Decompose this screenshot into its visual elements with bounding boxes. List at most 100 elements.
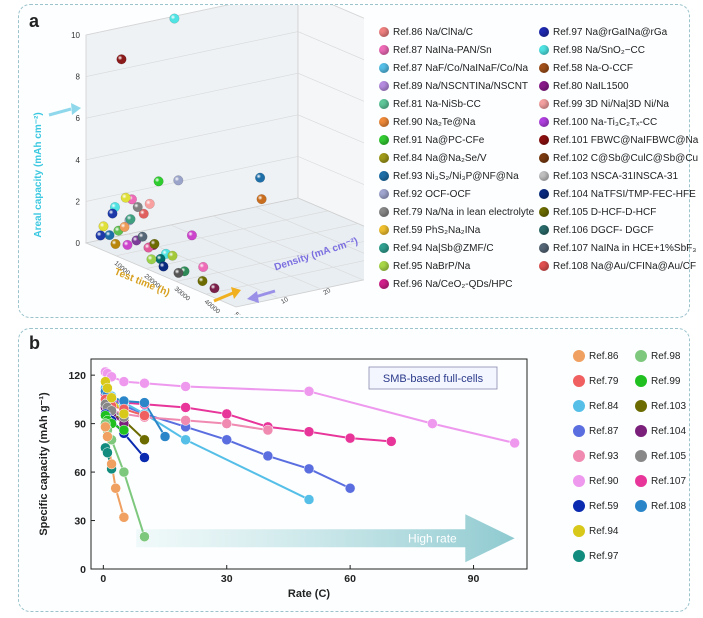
legend-marker-icon	[635, 425, 647, 438]
legend-a-item: Ref.81 Na-NiSb-CC	[379, 97, 481, 113]
y-tick-label: 10	[280, 296, 290, 306]
legend-marker-icon	[539, 117, 549, 128]
legend-a-label: Ref.79 Na/Na in lean electrolyte	[393, 207, 535, 218]
data-point	[139, 410, 150, 421]
data-point	[139, 531, 150, 542]
data-point	[303, 494, 315, 505]
data-point	[180, 381, 191, 392]
data-point	[100, 421, 111, 433]
gridline-z	[85, 114, 364, 161]
data-point	[118, 424, 130, 436]
x-axis-label: Rate (C)	[288, 588, 331, 600]
data-point	[386, 436, 397, 447]
scatter-point	[158, 261, 169, 272]
legend-marker-icon	[573, 400, 585, 413]
legend-marker-icon	[539, 27, 549, 38]
data-point	[118, 376, 130, 387]
legend-b-item: Ref.105	[634, 447, 686, 467]
high-rate-arrow	[136, 514, 515, 563]
legend-b-label: Ref.103	[651, 401, 687, 412]
legend-marker-icon	[573, 350, 585, 363]
legend-a-label: Ref.90 Na₂Te@Na	[393, 117, 476, 128]
legend-b-label: Ref.93	[589, 451, 619, 462]
legend-a-item: Ref.94 Na|Sb@ZMF/C	[379, 241, 494, 257]
z-tick-label: 2	[76, 197, 81, 206]
scatter-point	[104, 230, 115, 241]
legend-b-label: Ref.59	[589, 501, 619, 512]
legend-marker-icon	[379, 81, 389, 92]
legend-a-item: Ref.103 NSCA-31INSCA-31	[539, 169, 678, 185]
data-point	[221, 418, 232, 429]
y-tick-label: 0	[80, 564, 86, 576]
legend-marker-icon	[539, 63, 549, 74]
y-tick-label: 20	[322, 287, 332, 297]
legend-b-label: Ref.94	[589, 526, 619, 537]
legend-a-item: Ref.98 Na/SnO₂−CC	[539, 43, 645, 59]
legend-marker-icon	[379, 135, 389, 146]
data-point	[118, 408, 130, 420]
panel-a: a 02468101000020000300004000050000102030…	[18, 4, 698, 318]
legend-a-item: Ref.80 NaIL1500	[539, 79, 629, 95]
annotation-box	[368, 366, 498, 390]
x-tick-label: 90	[468, 573, 480, 585]
legend-a-label: Ref.92 OCF-OCF	[393, 189, 471, 200]
legend-a-label: Ref.93 Ni₃S₂/Ni₃P@NF@Na	[393, 171, 519, 182]
legend-a-label: Ref.80 NaIL1500	[553, 81, 629, 92]
scatter-point	[198, 261, 209, 272]
x-tick-label: 30000	[173, 286, 192, 303]
legend-a-item: Ref.95 NaBrP/Na	[379, 259, 470, 275]
data-point	[139, 434, 150, 446]
legend-marker-icon	[379, 45, 389, 56]
legend-b-label: Ref.104	[651, 426, 687, 437]
scatter-point	[173, 175, 184, 186]
chart-b-rate-capability: High rate 0 30 60 90 120 0 30 60 90 Rate (C) Specif…	[38, 358, 528, 600]
legend-b-label: Ref.86	[589, 351, 619, 362]
x-axis-arrow	[213, 291, 234, 303]
scatter-point	[98, 221, 109, 232]
legend-b-item: Ref.103	[634, 397, 686, 417]
legend-marker-icon	[539, 135, 549, 146]
legend-a-item: Ref.91 Na@PC-CFe	[379, 133, 484, 149]
legend-a-item: Ref.99 3D Ni/Na|3D Ni/Na	[539, 97, 669, 113]
legend-a-item: Ref.107 NaINa in HCE+1%SbF₃	[539, 241, 696, 257]
data-point	[102, 447, 113, 458]
legend-marker-icon	[573, 550, 585, 563]
legend-marker-icon	[573, 375, 585, 388]
legend-a-item: Ref.101 FBWC@NaIFBWC@Na	[539, 133, 698, 149]
scatter-point	[149, 238, 160, 249]
panel-b: b High rate 0 30 60 90 120 0 30 60 90 Rate (C) Spec…	[18, 328, 690, 612]
legend-marker-icon	[539, 243, 549, 254]
legend-a-item: Ref.84 Na@Na₂Se/V	[379, 151, 487, 167]
x-tick-label: 60	[344, 573, 356, 585]
legend-a-label: Ref.105 D-HCF-D-HCF	[553, 207, 657, 218]
scatter-point	[132, 202, 143, 213]
legend-marker-icon	[573, 450, 585, 463]
legend-a-label: Ref.101 FBWC@NaIFBWC@Na	[553, 135, 699, 146]
y-tick-label: 60	[74, 467, 86, 479]
legend-marker-icon	[379, 153, 389, 164]
legend-a-label: Ref.103 NSCA-31INSCA-31	[553, 171, 679, 182]
legend-marker-icon	[539, 261, 549, 272]
scatter-point	[107, 208, 118, 219]
legend-a-label: Ref.97 Na@rGaINa@rGa	[553, 27, 668, 38]
data-point	[139, 452, 150, 463]
data-point	[303, 426, 315, 437]
legend-b-label: Ref.87	[589, 426, 619, 437]
legend-a-label: Ref.84 Na@Na₂Se/V	[393, 153, 487, 164]
z-axis-arrowhead	[71, 103, 81, 115]
data-point	[118, 512, 130, 523]
scatter-point	[119, 221, 130, 232]
legend-marker-icon	[539, 45, 549, 56]
y-axis-label: Specific capacity (mAh g⁻¹)	[38, 392, 50, 536]
legend-a-item: Ref.108 Na@Au/CFINa@Au/CF	[539, 259, 696, 275]
scatter-point	[255, 172, 266, 183]
data-point	[344, 432, 356, 444]
legend-marker-icon	[379, 225, 389, 236]
scatter-point	[153, 176, 164, 187]
plot-frame	[90, 358, 528, 570]
y-axis-arrow	[254, 289, 276, 299]
scatter-point	[186, 230, 197, 241]
z-tick-label: 4	[76, 156, 81, 165]
y-tick-label: 90	[74, 419, 86, 431]
scatter-point	[169, 13, 180, 24]
